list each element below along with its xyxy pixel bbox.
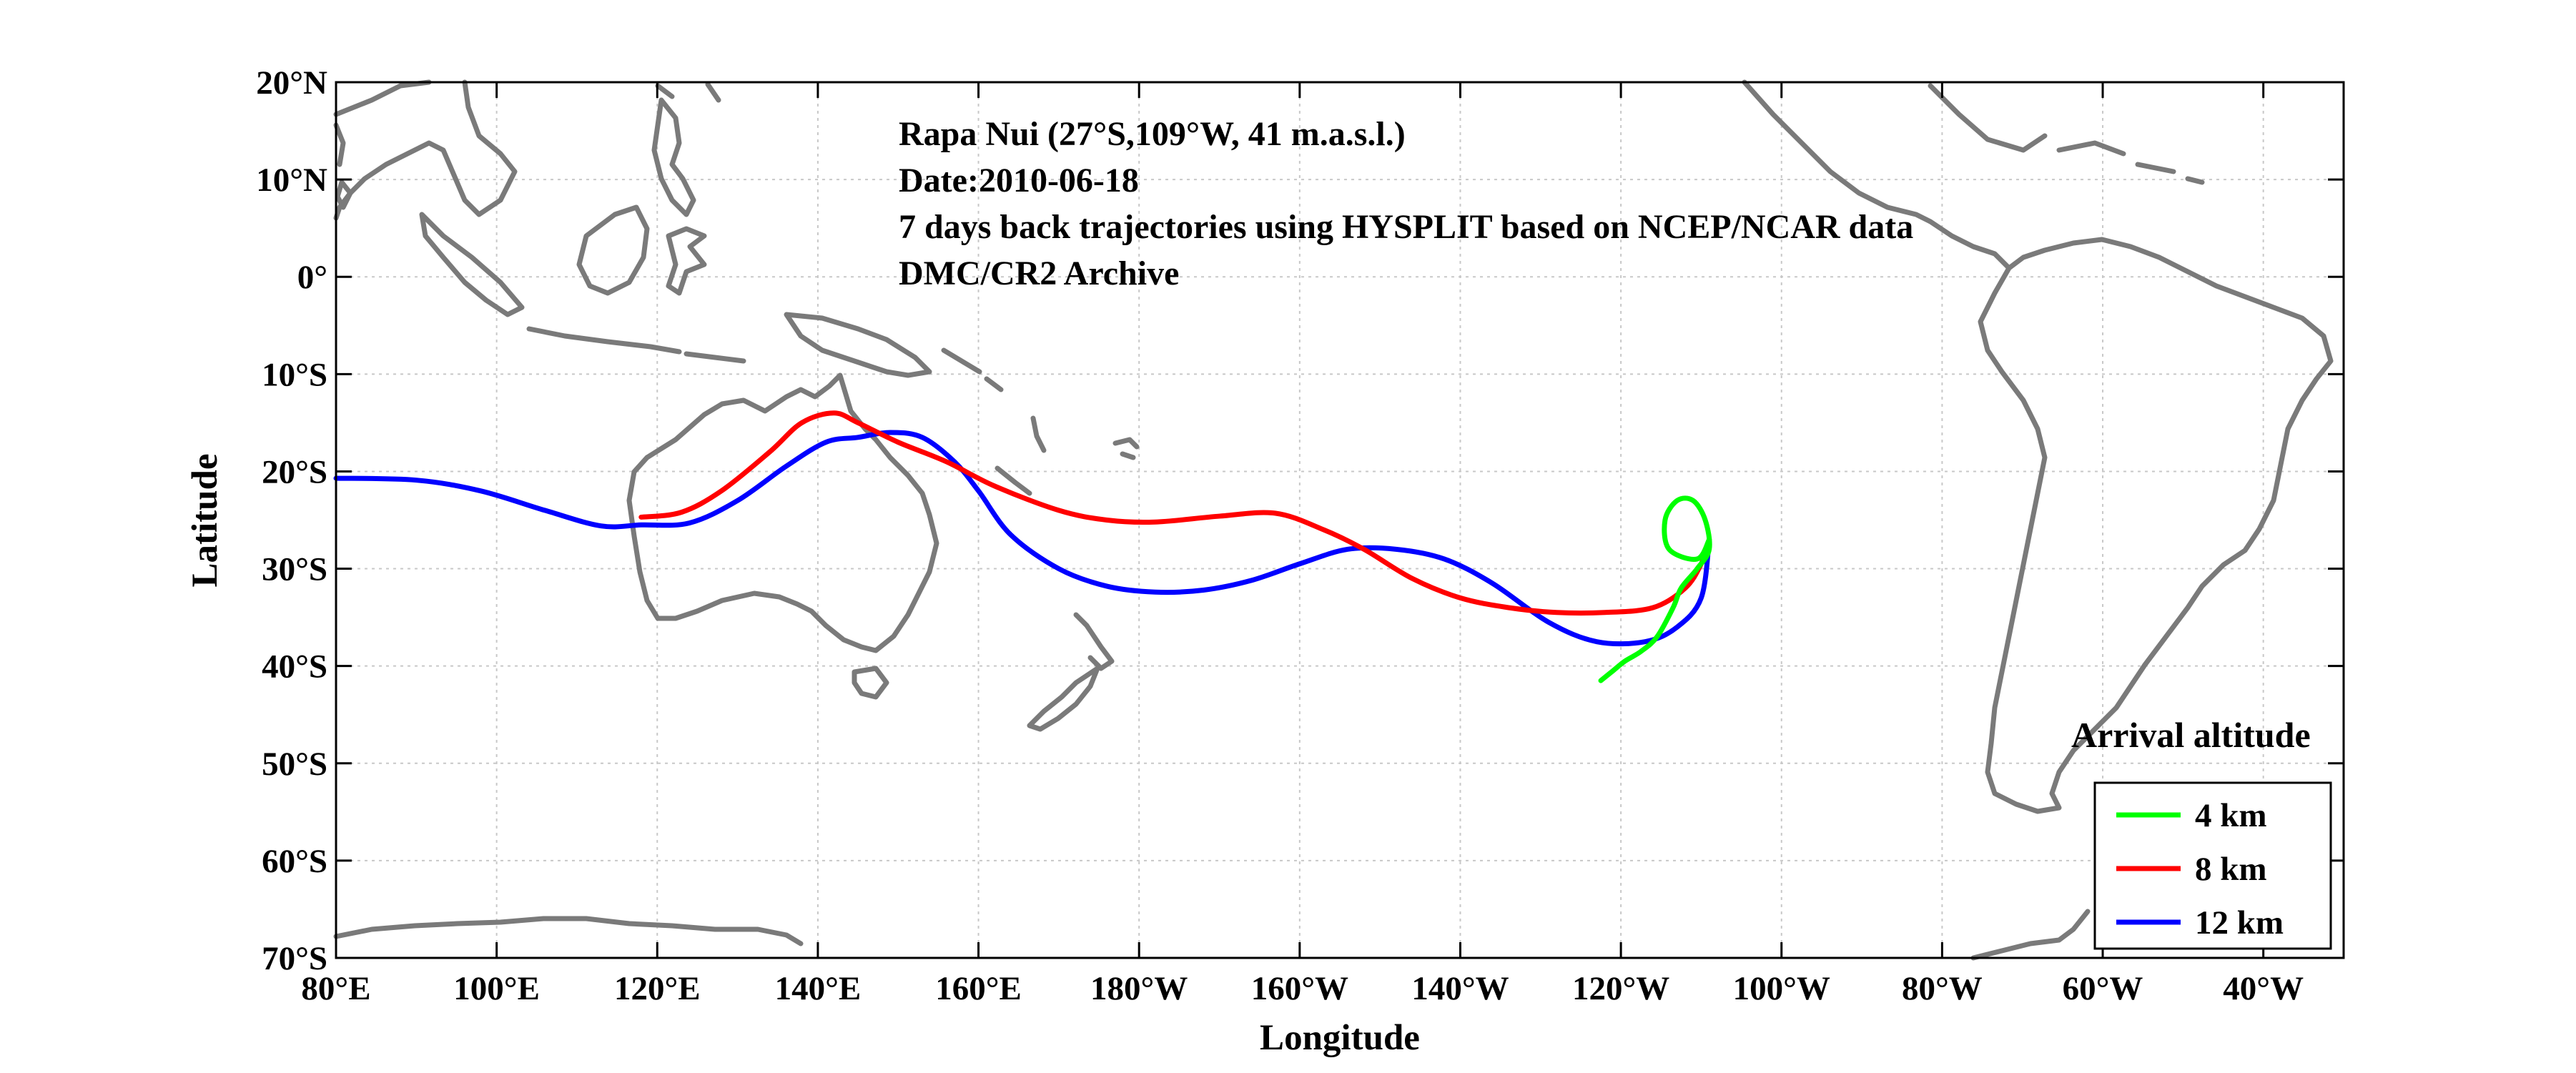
annotation-date: Date:2010-06-18 bbox=[899, 162, 1139, 199]
y-tick-label-0: 20°N bbox=[256, 64, 327, 102]
y-tick-label-7: 50°S bbox=[262, 746, 327, 783]
x-tick-label-7: 140°W bbox=[1411, 970, 1509, 1007]
y-tick-label-4: 20°S bbox=[262, 453, 327, 490]
coastline-java bbox=[526, 326, 746, 364]
series-line-4-km bbox=[1598, 495, 1712, 683]
trajectory-series bbox=[333, 410, 1712, 683]
plot-area bbox=[336, 82, 2344, 958]
y-tick-label-9: 70°S bbox=[262, 940, 327, 977]
x-tick-label-10: 80°W bbox=[1902, 970, 1983, 1007]
coastline-south-america bbox=[1978, 237, 2334, 814]
coastline-new-caledonia bbox=[995, 465, 1032, 496]
y-tick-label-8: 60°S bbox=[262, 843, 327, 880]
coastline-central-america bbox=[1742, 79, 2012, 271]
series-line-12-km bbox=[333, 430, 1712, 647]
coastline-solomon-islands bbox=[941, 347, 1004, 392]
x-tick-label-11: 60°W bbox=[2063, 970, 2143, 1007]
coastline-new-zealand bbox=[1027, 612, 1115, 732]
y-tick-label-1: 10°N bbox=[256, 162, 327, 199]
x-tick-label-1: 100°E bbox=[453, 970, 540, 1007]
x-tick-label-9: 100°W bbox=[1733, 970, 1830, 1007]
coastline-se-asia bbox=[333, 79, 518, 221]
annotation-location: Rapa Nui (27°S,109°W, 41 m.a.s.l.) bbox=[899, 115, 1406, 153]
legend-label-0: 4 km bbox=[2195, 797, 2267, 834]
coastline-east-asia bbox=[655, 81, 721, 103]
coastline-sri-lanka bbox=[335, 179, 353, 210]
coastline-caribbean bbox=[2056, 140, 2205, 185]
x-axis-label: Longitude bbox=[1260, 1018, 1420, 1058]
coastline-vanuatu bbox=[1030, 415, 1047, 453]
coastline-fiji bbox=[1112, 437, 1140, 460]
annotation-archive: DMC/CR2 Archive bbox=[899, 254, 1179, 292]
legend-label-1: 8 km bbox=[2195, 851, 2267, 888]
coastline-antarctica-west bbox=[333, 916, 804, 946]
legend-entries: 4 km 8 km 12 km bbox=[2116, 797, 2284, 941]
y-tick-label-6: 40°S bbox=[262, 648, 327, 686]
x-tick-label-4: 160°E bbox=[935, 970, 1022, 1007]
coastline-australia bbox=[626, 372, 939, 653]
coastline-borneo bbox=[576, 204, 650, 296]
coastline-india-tip bbox=[333, 122, 346, 167]
coastline-sumatra bbox=[419, 212, 525, 317]
annotation-method: 7 days back trajectories using HYSPLIT b… bbox=[899, 208, 1913, 246]
coastline-new-guinea bbox=[784, 312, 932, 378]
x-tick-label-0: 80°E bbox=[301, 970, 370, 1007]
x-tick-label-12: 40°W bbox=[2223, 970, 2304, 1007]
x-tick-label-6: 160°W bbox=[1251, 970, 1348, 1007]
coastline-antarctica-east bbox=[1970, 909, 2091, 961]
x-axis-ticks: 80°E 100°E 120°E 140°E 160°E 180°W 160°W 140°W 1… bbox=[301, 82, 2304, 1007]
series-line-8-km bbox=[638, 410, 1712, 616]
legend-title: Arrival altitude bbox=[2071, 715, 2311, 755]
legend: Arrival altitude 4 km 8 km 12 km bbox=[2071, 715, 2332, 950]
coastline-tasmania bbox=[852, 666, 889, 700]
x-tick-label-2: 120°E bbox=[614, 970, 701, 1007]
coastline-map bbox=[333, 79, 2334, 961]
plot-frame bbox=[335, 81, 2345, 959]
coastline-sulawesi bbox=[666, 226, 707, 296]
y-tick-label-3: 10°S bbox=[262, 356, 327, 393]
legend-label-2: 12 km bbox=[2195, 904, 2284, 941]
y-axis-label: Latitude bbox=[185, 453, 225, 587]
coastline-gulf bbox=[1928, 83, 2048, 153]
y-tick-label-2: 0° bbox=[297, 259, 327, 296]
y-tick-label-5: 30°S bbox=[262, 551, 327, 588]
coastline-philippines bbox=[651, 97, 696, 217]
x-tick-label-8: 120°W bbox=[1572, 970, 1669, 1007]
y-axis-ticks: 20°N 10°N 0° 10°S 20°S 30°S 40°S 50°S 60°S 70°S bbox=[256, 64, 2344, 977]
x-tick-label-3: 140°E bbox=[775, 970, 862, 1007]
x-tick-label-5: 180°W bbox=[1090, 970, 1188, 1007]
